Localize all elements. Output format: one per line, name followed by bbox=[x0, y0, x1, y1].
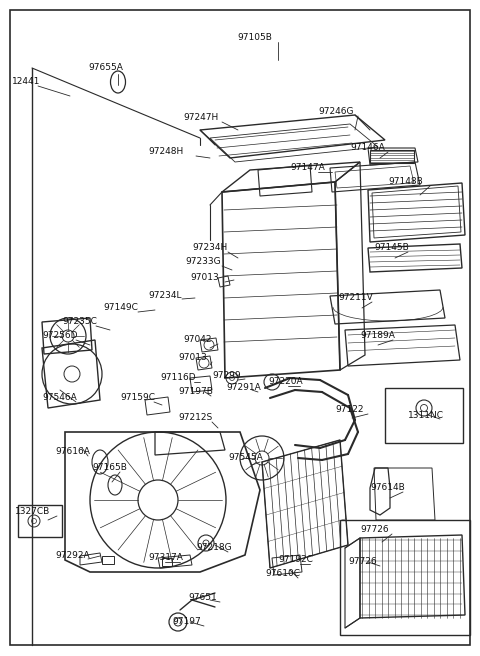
Text: 97256D: 97256D bbox=[42, 331, 77, 340]
Text: 97616A: 97616A bbox=[55, 447, 90, 457]
Text: 97192C: 97192C bbox=[278, 556, 313, 565]
Text: 97235C: 97235C bbox=[62, 318, 97, 327]
Text: 97122: 97122 bbox=[335, 405, 363, 415]
Text: 97234H: 97234H bbox=[192, 243, 227, 253]
Text: 97655A: 97655A bbox=[88, 64, 123, 73]
Bar bbox=[102, 556, 114, 564]
Text: 1311NC: 1311NC bbox=[408, 411, 444, 419]
Bar bbox=[370, 150, 414, 163]
Text: 97211V: 97211V bbox=[338, 293, 373, 302]
Text: 97013: 97013 bbox=[178, 354, 207, 363]
Text: 97116D: 97116D bbox=[160, 373, 196, 382]
Text: 97651: 97651 bbox=[188, 594, 217, 602]
Text: 97545A: 97545A bbox=[228, 453, 263, 462]
Text: 97042: 97042 bbox=[183, 335, 212, 344]
Bar bbox=[18, 505, 62, 537]
Text: 97248H: 97248H bbox=[148, 148, 183, 157]
Bar bbox=[385, 388, 463, 443]
Bar bbox=[340, 520, 470, 635]
Text: 97233G: 97233G bbox=[185, 258, 221, 266]
Text: 97146A: 97146A bbox=[350, 144, 385, 152]
Text: 97165B: 97165B bbox=[92, 464, 127, 472]
Text: 97105B: 97105B bbox=[238, 33, 273, 43]
Text: 97159C: 97159C bbox=[120, 394, 155, 403]
Text: 97546A: 97546A bbox=[42, 394, 77, 403]
Text: 97614B: 97614B bbox=[370, 483, 405, 493]
Text: 97220A: 97220A bbox=[268, 377, 302, 386]
Text: 97189A: 97189A bbox=[360, 331, 395, 340]
Text: 97247H: 97247H bbox=[183, 113, 218, 123]
Text: 97149C: 97149C bbox=[103, 304, 138, 312]
Text: 97218G: 97218G bbox=[196, 544, 232, 552]
Text: 97726: 97726 bbox=[348, 558, 377, 567]
Text: 97726: 97726 bbox=[360, 525, 389, 535]
Text: 97299: 97299 bbox=[212, 371, 240, 380]
Text: 97292A: 97292A bbox=[55, 550, 90, 560]
Text: 97013: 97013 bbox=[190, 274, 219, 283]
Text: 97197B: 97197B bbox=[178, 388, 213, 396]
Text: 97147A: 97147A bbox=[290, 163, 325, 173]
Text: 97234L: 97234L bbox=[148, 291, 181, 300]
Text: 12441: 12441 bbox=[12, 77, 40, 87]
Text: 97212S: 97212S bbox=[178, 413, 212, 422]
Text: 97197: 97197 bbox=[172, 617, 201, 626]
Text: 97610C: 97610C bbox=[265, 569, 300, 579]
Text: 97291A: 97291A bbox=[226, 384, 261, 392]
Text: 97148B: 97148B bbox=[388, 178, 423, 186]
Text: 97317A: 97317A bbox=[148, 554, 183, 562]
Text: 97145B: 97145B bbox=[374, 243, 409, 253]
Text: 1327CB: 1327CB bbox=[15, 508, 50, 516]
Text: 97246G: 97246G bbox=[318, 108, 353, 117]
Bar bbox=[162, 558, 172, 566]
